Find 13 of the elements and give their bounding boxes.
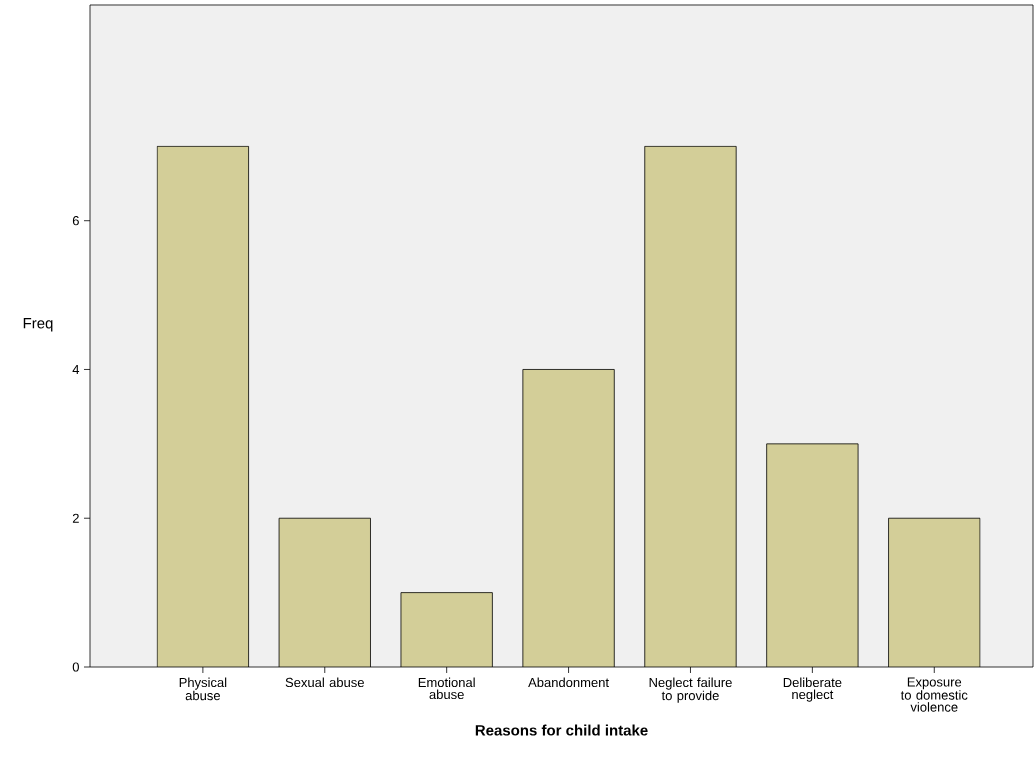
- y-tick-label: 6: [72, 216, 79, 226]
- x-axis-title: Reasons for child intake: [475, 724, 648, 736]
- y-tick-label: 4: [72, 365, 80, 374]
- x-tick-label: Sexual abuse: [285, 677, 364, 688]
- y-tick-label: 2: [72, 513, 79, 523]
- y-axis-title: Freq: [23, 318, 53, 332]
- x-tick-label: Deliberate neglect: [783, 677, 842, 702]
- x-tick-label: Neglect failure to provide: [649, 677, 732, 703]
- x-tick-label: Abandonment: [528, 677, 609, 688]
- x-tick-label: Physical abuse: [179, 677, 227, 701]
- x-tick-label: Emotional abuse: [418, 677, 475, 700]
- x-tick-label: Exposure to domestic violence: [900, 677, 968, 712]
- y-tick-label: 0: [72, 662, 79, 672]
